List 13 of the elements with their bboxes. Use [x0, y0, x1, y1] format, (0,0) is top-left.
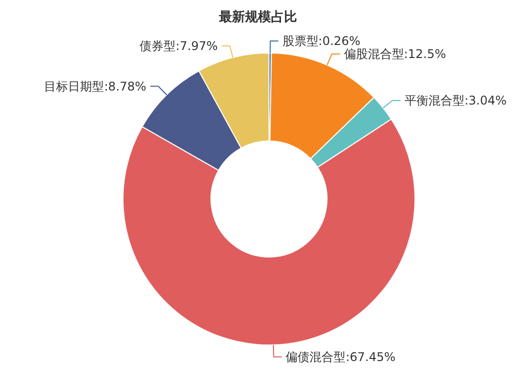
data-label: :7.97%	[176, 38, 218, 53]
data-label: :67.45%	[346, 350, 396, 364]
slice-label: 偏股混合型	[344, 47, 404, 62]
data-label: :0.26%	[318, 34, 360, 48]
data-label: :12.5%	[404, 47, 446, 62]
slice-label: 偏债混合型	[286, 350, 346, 364]
slice-label: 债券型	[140, 38, 176, 53]
data-label: :3.04%	[464, 93, 507, 108]
chart-title: 最新规模占比	[218, 8, 298, 26]
slice-label: 股票型	[282, 34, 318, 48]
slice-label: 目标日期型	[44, 79, 104, 94]
data-label: :8.78%	[104, 79, 146, 94]
slice-label: 平衡混合型	[404, 93, 464, 108]
